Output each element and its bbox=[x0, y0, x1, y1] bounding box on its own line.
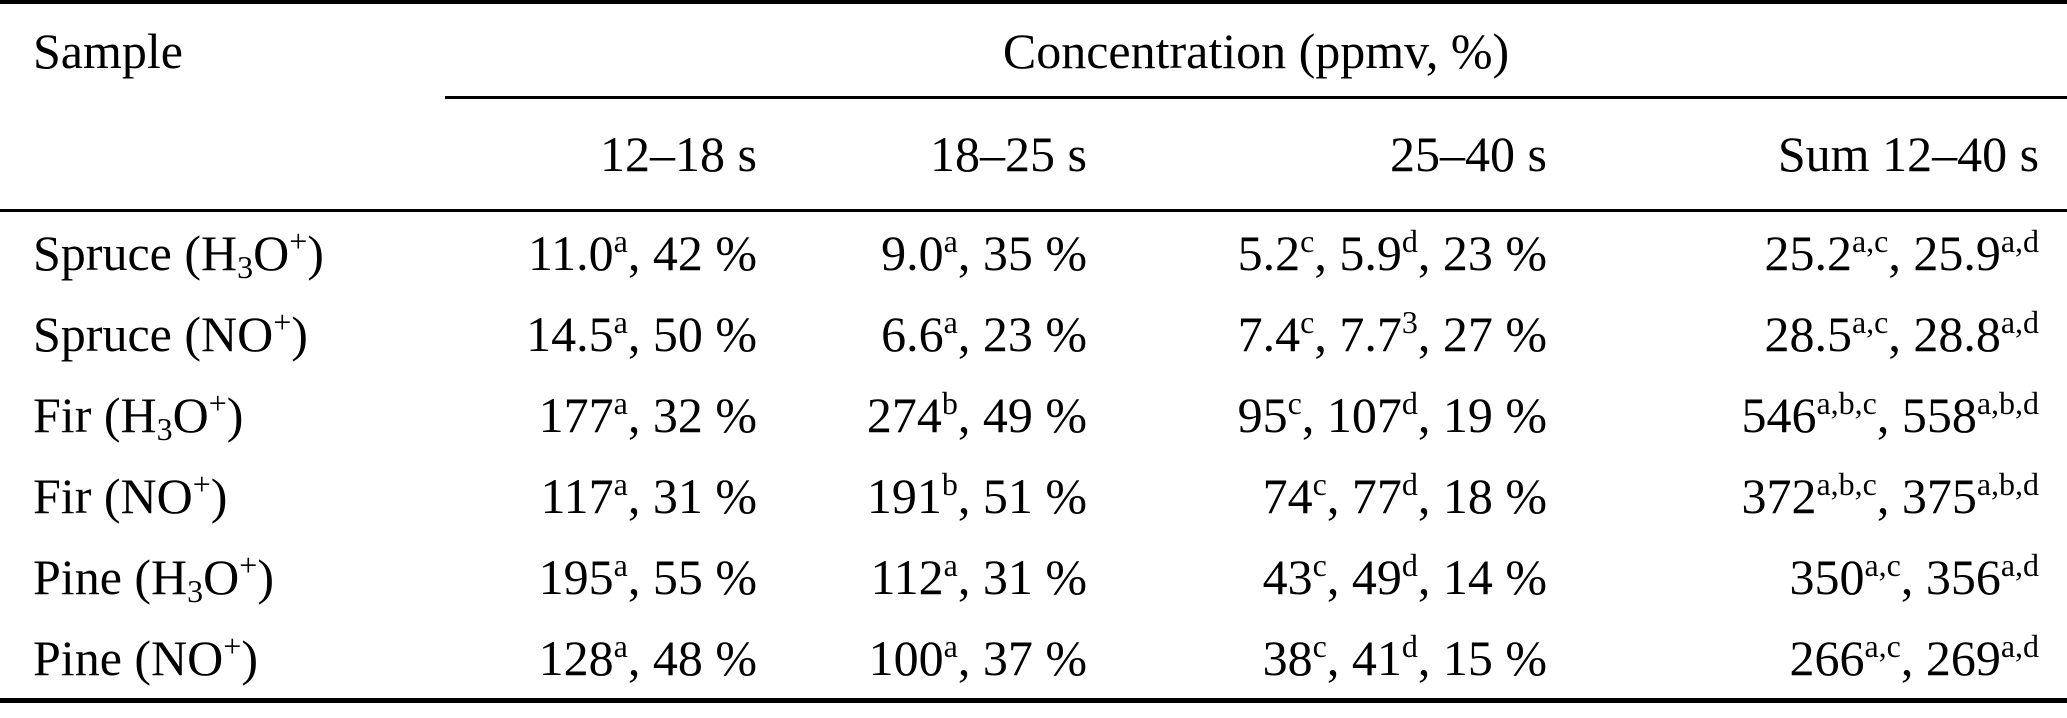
concentration-value: 112a, 31 % bbox=[870, 546, 1087, 605]
concentration-value: 95c, 107d, 19 % bbox=[1237, 384, 1547, 443]
concentration-value: 6.6a, 23 % bbox=[881, 303, 1087, 362]
column-header-25-40s: 25–40 s bbox=[1095, 97, 1555, 212]
data-table: Sample Concentration (ppmv, %) 12–18 s 1… bbox=[0, 0, 2067, 703]
concentration-value: 11.0a, 42 % bbox=[527, 222, 757, 281]
table-body: Spruce (H3O+) 11.0a, 42 % 9.0a, 35 % 5.2c, … bbox=[0, 211, 2067, 701]
table-header: Sample Concentration (ppmv, %) 12–18 s 1… bbox=[0, 2, 2067, 212]
header-row-group: Sample Concentration (ppmv, %) bbox=[0, 2, 2067, 212]
concentration-value: 177a, 32 % bbox=[538, 384, 757, 443]
table-row: Spruce (H3O+) 11.0a, 42 % 9.0a, 35 % 5.2c, … bbox=[0, 211, 2067, 294]
concentration-value: 43c, 49d, 14 % bbox=[1262, 546, 1547, 605]
table-row: Pine (H3O+) 195a, 55 % 112a, 31 % 43c, 49d,… bbox=[0, 536, 2067, 617]
header-row-times: 12–18 s 18–25 s 25–40 s Sum 12–40 s bbox=[0, 97, 2067, 212]
sample-name: Fir (H3O+) bbox=[33, 384, 244, 447]
table-row: Spruce (NO+) 14.5a, 50 % 6.6a, 23 % 7.4c, 7… bbox=[0, 293, 2067, 374]
sample-name: Fir (NO+) bbox=[33, 465, 228, 524]
concentration-value: 9.0a, 35 % bbox=[881, 222, 1087, 281]
concentration-value: 117a, 31 % bbox=[540, 465, 757, 524]
concentration-value: 14.5a, 50 % bbox=[526, 303, 757, 362]
concentration-value: 74c, 77d, 18 % bbox=[1262, 465, 1547, 524]
table-row: Fir (NO+) 117a, 31 % 191b, 51 % 74c, 77d, 1… bbox=[0, 455, 2067, 536]
concentration-value: 25.2a,c, 25.9a,d bbox=[1764, 222, 2040, 281]
table-row: Pine (NO+) 128a, 48 % 100a, 37 % 38c, 41d, … bbox=[0, 617, 2067, 701]
sample-name: Pine (NO+) bbox=[33, 627, 258, 686]
concentration-value: 195a, 55 % bbox=[538, 546, 757, 605]
concentration-value: 28.5a,c, 28.8a,d bbox=[1764, 303, 2040, 362]
concentration-value: 266a,c, 269a,d bbox=[1789, 627, 2040, 686]
concentration-value: 546a,b,c, 558a,b,d bbox=[1741, 384, 2040, 443]
concentration-value: 100a, 37 % bbox=[868, 627, 1087, 686]
concentration-value: 191b, 51 % bbox=[866, 465, 1087, 524]
concentration-value: 274b, 49 % bbox=[866, 384, 1087, 443]
concentration-value: 5.2c, 5.9d, 23 % bbox=[1237, 222, 1547, 281]
sample-name: Spruce (NO+) bbox=[33, 303, 308, 362]
column-header-18-25s: 18–25 s bbox=[765, 97, 1095, 212]
sample-name: Spruce (H3O+) bbox=[33, 222, 324, 285]
column-header-12-18s: 12–18 s bbox=[445, 97, 765, 212]
concentration-value: 7.4c, 7.73, 27 % bbox=[1237, 303, 1547, 362]
sample-name: Pine (H3O+) bbox=[33, 546, 274, 609]
table-row: Fir (H3O+) 177a, 32 % 274b, 49 % 95c, 107d,… bbox=[0, 374, 2067, 455]
concentration-value: 38c, 41d, 15 % bbox=[1262, 627, 1547, 686]
concentration-value: 128a, 48 % bbox=[538, 627, 757, 686]
column-header-sample: Sample bbox=[0, 2, 445, 212]
column-header-concentration: Concentration (ppmv, %) bbox=[445, 2, 2067, 99]
column-header-sum-12-40s: Sum 12–40 s bbox=[1555, 97, 2067, 212]
concentration-value: 372a,b,c, 375a,b,d bbox=[1741, 465, 2040, 524]
concentration-value: 350a,c, 356a,d bbox=[1789, 546, 2040, 605]
